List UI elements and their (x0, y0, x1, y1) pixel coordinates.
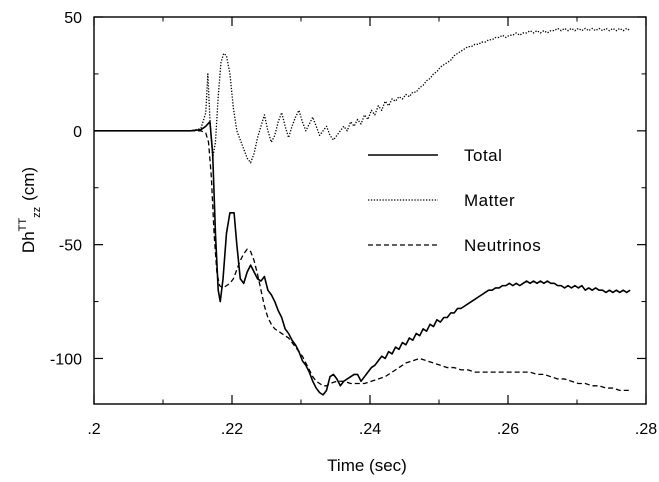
series-line-total (94, 120, 631, 396)
y-axis-title: DhTTzz (cm) (17, 167, 43, 253)
y-axis-title-sup: TT (17, 218, 29, 232)
legend-label-matter: Matter (464, 191, 515, 210)
y-tick-label: -100 (50, 351, 82, 368)
legend-label-neutrinos: Neutrinos (464, 236, 541, 255)
y-axis-title-sub: zz (31, 207, 43, 218)
y-tick-label: -50 (59, 238, 82, 255)
y-axis-title-main: Dh (19, 231, 38, 253)
series-lines (94, 27, 631, 396)
x-tick-label: .26 (497, 421, 519, 438)
y-tick-label: 50 (64, 10, 82, 27)
x-axis-title: Time (sec) (327, 456, 407, 475)
x-tick-label: .28 (635, 421, 657, 438)
y-tick-label: 0 (73, 124, 82, 141)
x-tick-label: .24 (359, 421, 381, 438)
y-axis-title-unit: (cm) (19, 167, 38, 201)
legend-label-total: Total (464, 146, 502, 165)
series-line-neutrinos (94, 130, 631, 391)
plot-frame (93, 16, 647, 405)
legend: Total Matter Neutrinos (368, 146, 541, 255)
x-tick-label: .2 (87, 421, 100, 438)
x-tick-label: .22 (221, 421, 243, 438)
series-line-matter (94, 27, 631, 164)
ticks: .2 .22 .24 .26 .28 50 0 -50 -100 (50, 10, 657, 438)
